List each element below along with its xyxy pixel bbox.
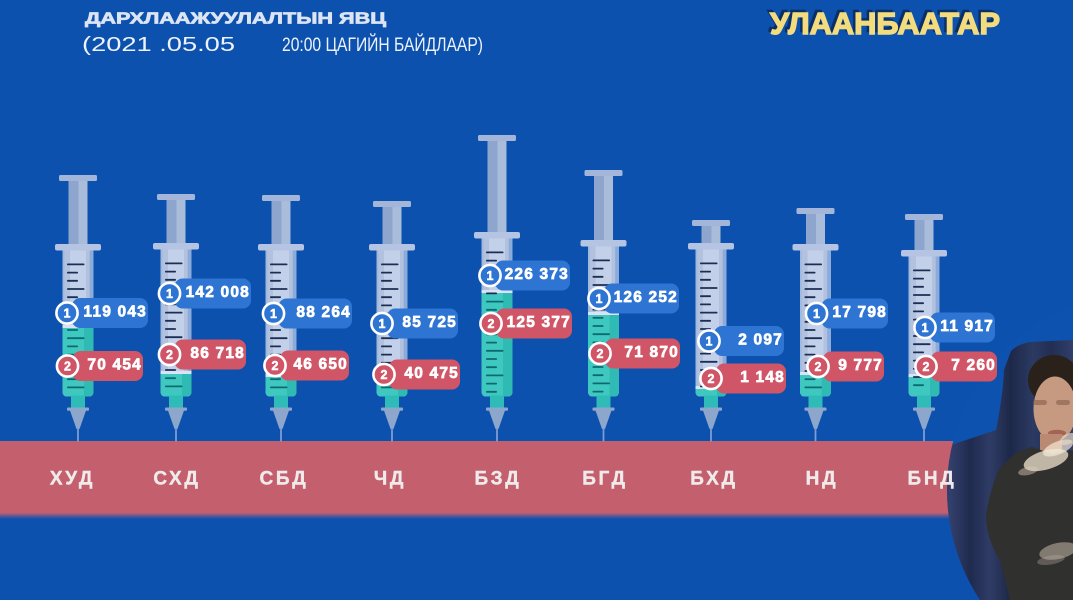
svg-text:126 252: 126 252 [614,289,678,306]
svg-text:1 148: 1 148 [740,369,785,386]
svg-text:СБД: СБД [259,469,308,490]
svg-text:20:00 ЦАГИЙН БАЙДЛААР): 20:00 ЦАГИЙН БАЙДЛААР) [282,34,483,56]
svg-text:2: 2 [488,317,495,331]
svg-text:86 718: 86 718 [190,345,245,362]
svg-text:46 650: 46 650 [293,356,348,373]
svg-text:9 777: 9 777 [838,357,883,374]
svg-text:БХД: БХД [690,469,738,490]
svg-text:(2021 .05.05: (2021 .05.05 [82,34,235,56]
svg-text:142 008: 142 008 [186,284,250,301]
svg-text:1: 1 [706,334,713,348]
svg-text:ДАРХЛААЖУУЛАЛТЫН ЯВЦ: ДАРХЛААЖУУЛАЛТЫН ЯВЦ [85,11,386,28]
svg-text:1: 1 [270,307,277,321]
svg-text:2: 2 [597,347,604,361]
svg-text:11 917: 11 917 [940,318,994,335]
svg-text:БГД: БГД [582,469,628,490]
svg-text:1: 1 [379,317,386,331]
svg-text:ХУД: ХУД [50,469,95,490]
svg-text:БЗД: БЗД [475,469,522,490]
svg-text:БНД: БНД [907,469,956,490]
svg-text:1: 1 [64,306,71,320]
svg-text:ЧД: ЧД [374,469,406,490]
svg-text:2: 2 [923,360,930,374]
svg-text:1: 1 [166,287,173,301]
svg-text:7 260: 7 260 [951,357,996,374]
svg-text:125 377: 125 377 [507,314,571,331]
svg-text:УЛААНБААТАР: УЛААНБААТАР [768,4,998,39]
svg-text:119 043: 119 043 [83,304,147,321]
svg-text:70 454: 70 454 [87,357,142,374]
svg-text:2 097: 2 097 [738,332,783,349]
svg-text:1: 1 [922,321,929,335]
svg-text:1: 1 [596,292,603,306]
svg-text:1: 1 [813,307,820,321]
svg-text:НД: НД [806,469,839,490]
svg-text:226 373: 226 373 [505,266,569,283]
svg-text:УЛААНБААТАР: УЛААНБААТАР [770,6,1000,41]
svg-text:2: 2 [708,372,715,386]
svg-text:88 264: 88 264 [296,304,351,321]
svg-text:2: 2 [64,359,71,373]
svg-text:40 475: 40 475 [404,365,459,382]
svg-text:2: 2 [815,360,822,374]
svg-text:71 870: 71 870 [624,344,679,361]
svg-text:СХД: СХД [153,469,200,490]
svg-text:2: 2 [272,359,279,373]
svg-text:2: 2 [166,348,173,362]
svg-text:1: 1 [487,269,494,283]
svg-text:2: 2 [381,368,388,382]
svg-text:85 725: 85 725 [402,314,457,331]
svg-text:17 798: 17 798 [832,304,887,321]
